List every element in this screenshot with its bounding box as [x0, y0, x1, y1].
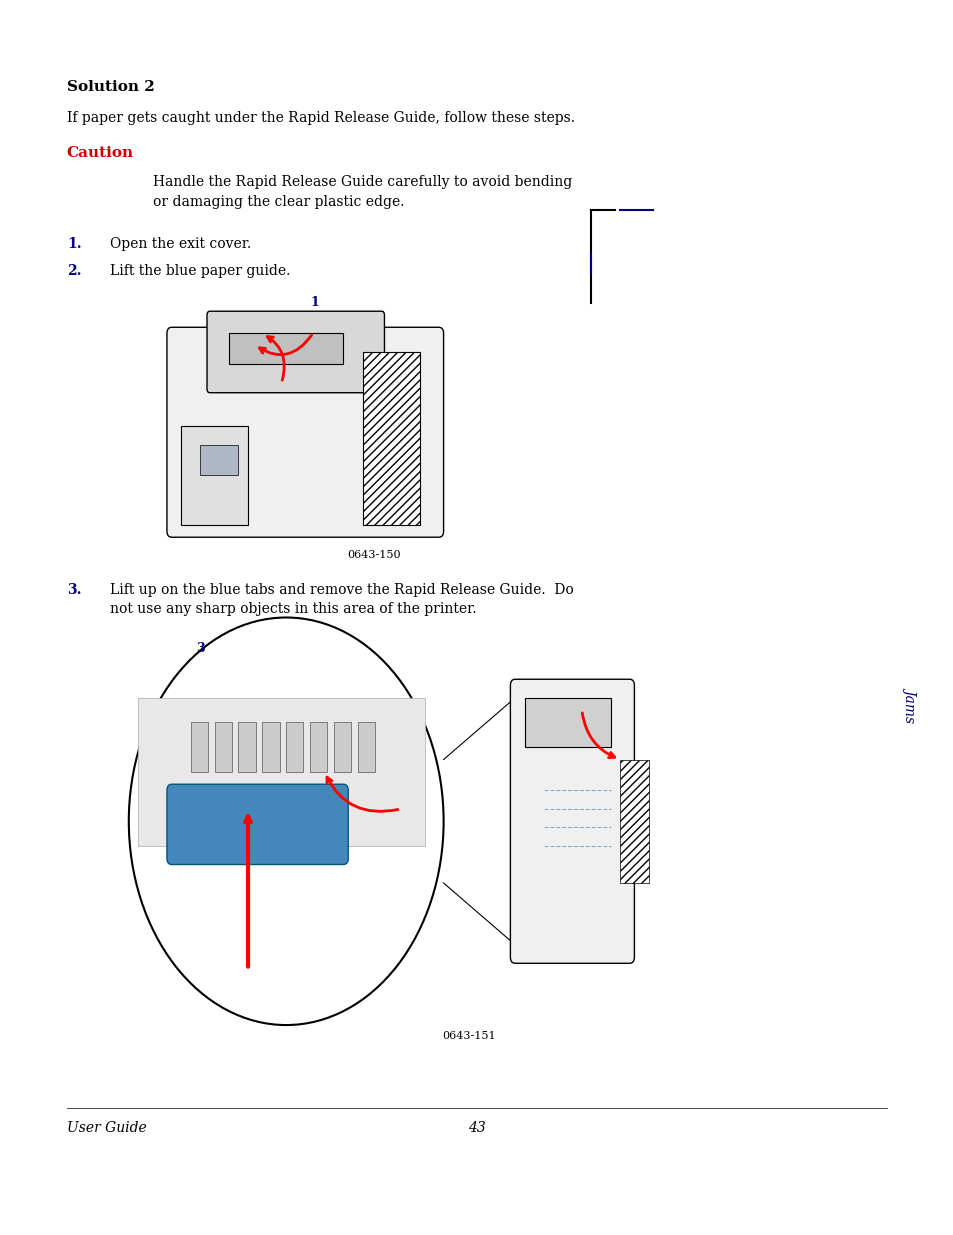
Bar — [214, 722, 232, 772]
Text: 3: 3 — [195, 642, 205, 656]
Bar — [524, 698, 610, 747]
FancyBboxPatch shape — [207, 311, 384, 393]
Text: 0643-150: 0643-150 — [347, 550, 400, 559]
Bar — [334, 722, 351, 772]
Text: User Guide: User Guide — [67, 1121, 147, 1135]
Text: Solution 2: Solution 2 — [67, 80, 154, 94]
Bar — [181, 426, 248, 525]
Bar — [619, 760, 648, 883]
Text: 2.: 2. — [67, 264, 81, 278]
Text: If paper gets caught under the Rapid Release Guide, follow these steps.: If paper gets caught under the Rapid Rel… — [67, 111, 574, 125]
Bar — [238, 722, 255, 772]
Circle shape — [129, 618, 443, 1025]
Bar — [191, 722, 208, 772]
Bar — [138, 698, 424, 846]
Text: Lift up on the blue tabs and remove the Rapid Release Guide.  Do
not use any sha: Lift up on the blue tabs and remove the … — [110, 583, 573, 616]
Bar — [286, 722, 303, 772]
Bar — [200, 445, 238, 475]
Text: 3.: 3. — [67, 583, 81, 597]
Text: Open the exit cover.: Open the exit cover. — [110, 237, 251, 251]
FancyBboxPatch shape — [167, 327, 443, 537]
Text: 2: 2 — [229, 327, 238, 341]
Text: 1: 1 — [310, 296, 319, 310]
Text: 0643-151: 0643-151 — [442, 1031, 496, 1041]
Text: 43: 43 — [468, 1121, 485, 1135]
Text: Jams: Jams — [903, 687, 917, 721]
FancyBboxPatch shape — [510, 679, 634, 963]
Text: Lift the blue paper guide.: Lift the blue paper guide. — [110, 264, 290, 278]
Bar — [357, 722, 375, 772]
Text: Caution: Caution — [67, 146, 133, 159]
Bar — [310, 722, 327, 772]
FancyBboxPatch shape — [167, 784, 348, 864]
Text: 1.: 1. — [67, 237, 81, 251]
Bar — [229, 333, 343, 364]
Bar — [262, 722, 279, 772]
Bar — [362, 352, 419, 525]
Text: Handle the Rapid Release Guide carefully to avoid bending
or damaging the clear : Handle the Rapid Release Guide carefully… — [152, 175, 571, 209]
